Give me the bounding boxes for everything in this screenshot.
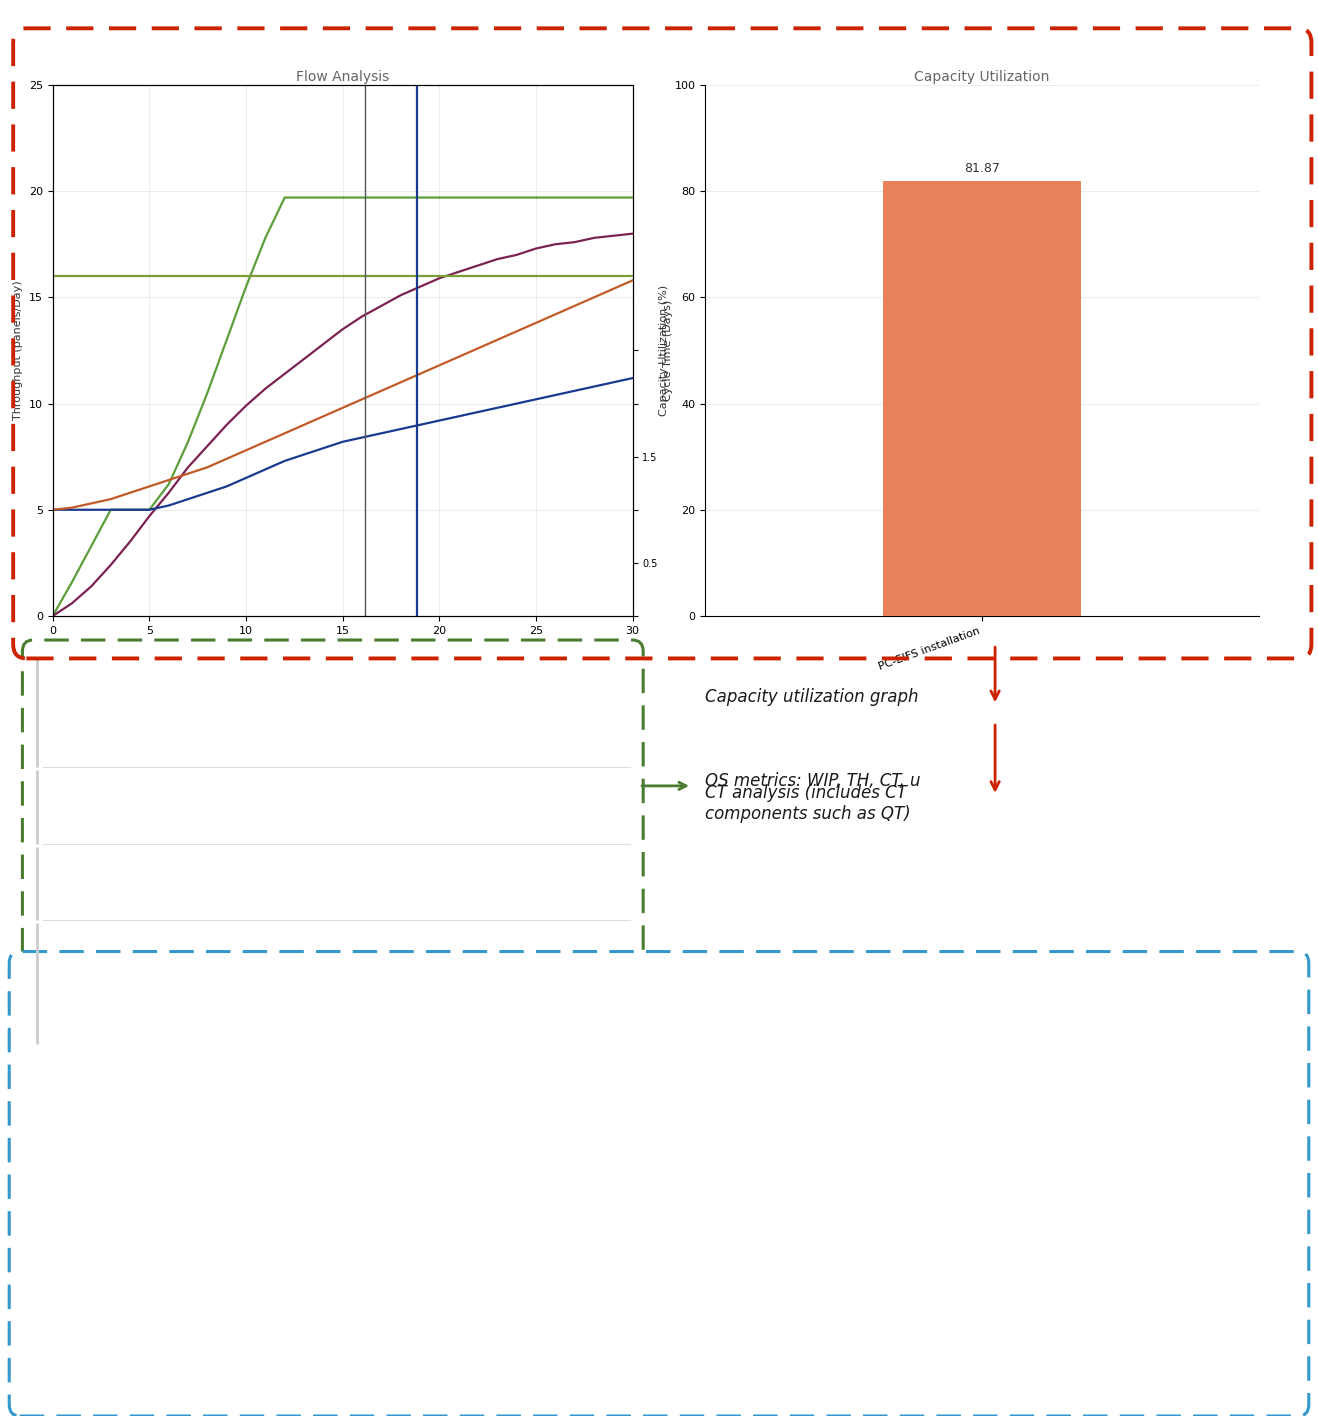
Text: 1.01 (Days) | 8.08 (Hours): 1.01 (Days) | 8.08 (Hours) bbox=[162, 813, 333, 826]
Text: 16.15 (panels): 16.15 (panels) bbox=[50, 813, 146, 826]
Text: 18.85 (panels): 18.85 (panels) bbox=[50, 889, 146, 902]
Text: BOTTLENECK UTILIZATION: BOTTLENECK UTILIZATION bbox=[320, 711, 430, 719]
Text: OS metrics: WIP, TH, CT, u: OS metrics: WIP, TH, CT, u bbox=[705, 772, 921, 790]
Text: MIN WIP: MIN WIP bbox=[50, 787, 84, 796]
Text: 81.87: 81.87 bbox=[963, 161, 1000, 174]
Text: 81.87 %: 81.87 % bbox=[320, 736, 373, 749]
Y-axis label: Capacity Utilization (%): Capacity Utilization (%) bbox=[659, 285, 668, 416]
Text: CYCLE TIME: CYCLE TIME bbox=[162, 990, 211, 998]
Text: PUSH CYCLE TIME: PUSH CYCLE TIME bbox=[162, 864, 236, 872]
Text: THROUGHPUT: THROUGHPUT bbox=[50, 711, 109, 719]
Text: THROUGHPUT: THROUGHPUT bbox=[50, 990, 109, 998]
Text: 16.00 (panels/Day): 16.00 (panels/Day) bbox=[50, 736, 175, 749]
Text: 1.18 (Days) | 9.42 (Hours): 1.18 (Days) | 9.42 (Hours) bbox=[162, 889, 333, 902]
Text: CT analysis (includes CT
components such as QT): CT analysis (includes CT components such… bbox=[705, 784, 911, 823]
Text: RAW PROCESS TIME: RAW PROCESS TIME bbox=[472, 711, 555, 719]
Text: Based on Current Demand: Based on Current Demand bbox=[50, 664, 246, 677]
Text: WIP LEVEL: WIP LEVEL bbox=[268, 990, 311, 998]
X-axis label: Work-in-Process (panels): Work-in-Process (panels) bbox=[265, 641, 420, 654]
Text: PUSH WIP: PUSH WIP bbox=[50, 864, 91, 872]
Text: CONWIP: CONWIP bbox=[326, 960, 377, 970]
Title: Capacity Utilization: Capacity Utilization bbox=[915, 69, 1049, 84]
Text: PUSH: PUSH bbox=[876, 1126, 911, 1136]
Text: 0.18 (Days): 0.18 (Days) bbox=[472, 736, 548, 749]
Text: Based on CONWIP Level of 18 (panels): Based on CONWIP Level of 18 (panels) bbox=[50, 943, 339, 956]
Text: Cycle Time Analysis ▲: Cycle Time Analysis ▲ bbox=[33, 960, 203, 974]
Text: CONWIP: CONWIP bbox=[312, 1126, 364, 1136]
Text: MIN CYCLE TIME: MIN CYCLE TIME bbox=[162, 787, 229, 796]
Text: BOTTLENECK RATE: BOTTLENECK RATE bbox=[162, 711, 241, 719]
Text: BOTTLENECK UTILIZATION: BOTTLENECK UTILIZATION bbox=[373, 990, 482, 998]
Text: 19.54 (panels/undefined): 19.54 (panels/undefined) bbox=[162, 736, 330, 749]
Text: 7.11 (Hours): 7.11 (Hours) bbox=[162, 1015, 245, 1028]
Y-axis label: Cycle Time (Days): Cycle Time (Days) bbox=[663, 300, 673, 401]
Bar bbox=[883, 181, 1081, 616]
Text: 84.19 %: 84.19 % bbox=[373, 1015, 426, 1028]
Y-axis label: Throughput (panels/Day): Throughput (panels/Day) bbox=[13, 280, 24, 421]
Text: Capacity utilization graph: Capacity utilization graph bbox=[705, 688, 919, 707]
Text: 18.00 (panels): 18.00 (panels) bbox=[268, 1015, 364, 1028]
Title: Flow Analysis: Flow Analysis bbox=[297, 69, 389, 84]
Text: PUSH: PUSH bbox=[896, 960, 931, 970]
Text: 16.45 (panels/Day): 16.45 (panels/Day) bbox=[50, 1015, 175, 1028]
